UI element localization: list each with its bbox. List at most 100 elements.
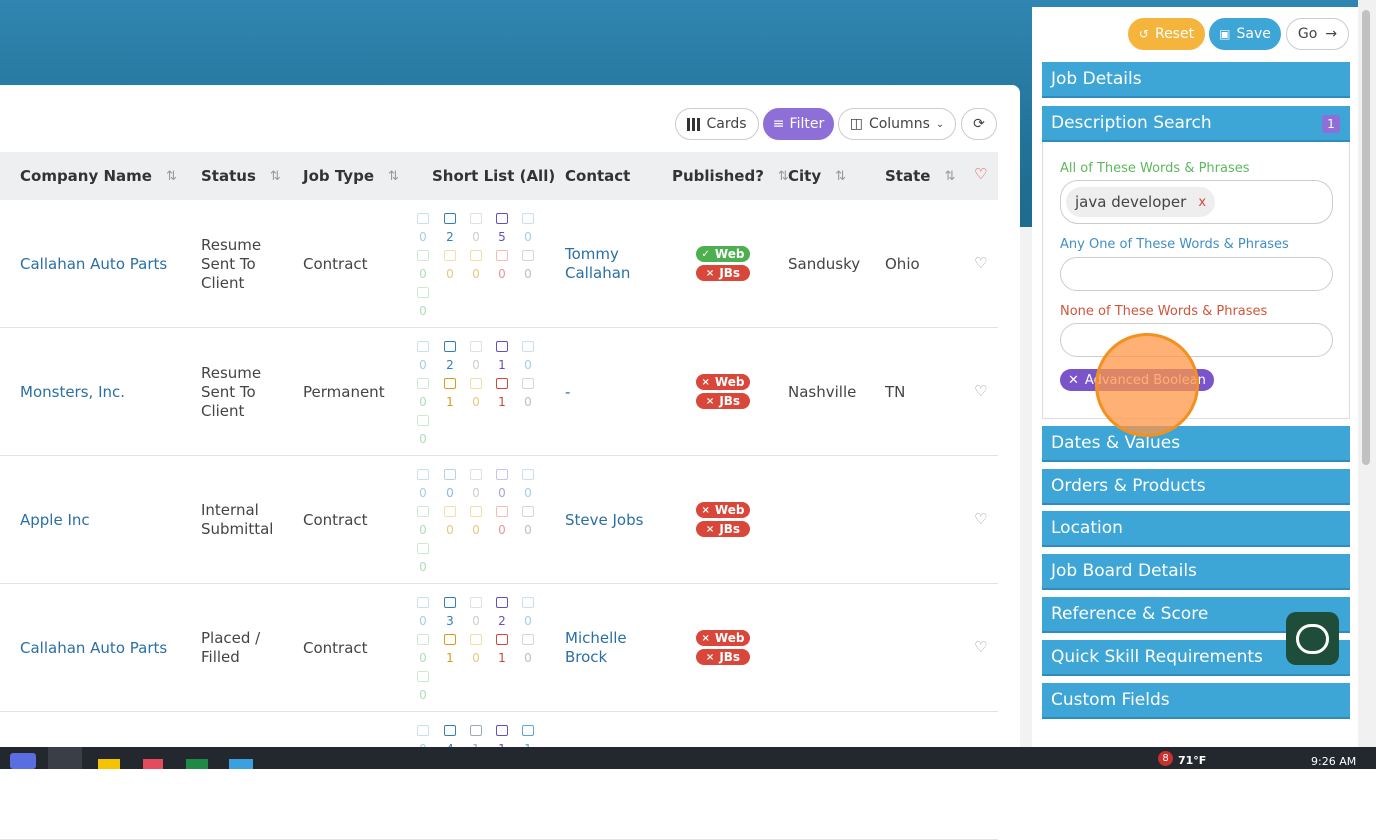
shortlist-count: 0 <box>419 486 427 500</box>
app-icon[interactable] <box>10 753 36 769</box>
none-label: None of These Words & Phrases <box>1060 304 1268 319</box>
filter-button[interactable]: ≡ Filter <box>763 108 834 140</box>
publish-pill[interactable]: × JBs <box>696 521 750 537</box>
notification-badge[interactable]: 8 <box>1158 751 1173 766</box>
pill-text: Web <box>714 247 745 261</box>
column-header[interactable]: State ⇅ <box>885 152 955 200</box>
shortlist-count: 0 <box>419 267 427 281</box>
column-header[interactable]: Status ⇅ <box>201 152 281 200</box>
shortlist-count: 0 <box>446 267 454 281</box>
refresh-button[interactable]: ⟳ <box>961 108 997 140</box>
app-icon[interactable] <box>143 759 163 769</box>
pill-icon: × <box>705 651 715 663</box>
pill-text: JBs <box>719 522 741 536</box>
app-icon[interactable] <box>186 759 208 769</box>
shortlist-icon <box>470 250 482 261</box>
section-header[interactable]: Job Board Details <box>1042 554 1350 590</box>
app-icon[interactable] <box>98 759 120 769</box>
shortlist-count: 5 <box>498 230 506 244</box>
sort-icon: ⇅ <box>835 168 847 184</box>
panel-button[interactable]: ▣ Save <box>1209 18 1281 50</box>
publish-pill[interactable]: ✓ Web <box>696 246 750 262</box>
favorite[interactable]: ♡ <box>974 382 988 400</box>
shortlist-count: 0 <box>472 614 480 628</box>
column-header[interactable]: Short List (All) <box>432 152 555 200</box>
shortlist-count: 0 <box>524 358 532 372</box>
pill-text: JBs <box>719 394 741 408</box>
button-text: Save <box>1236 26 1271 42</box>
pill-icon: × <box>705 395 715 407</box>
company[interactable]: Callahan Auto Parts <box>20 638 168 657</box>
column-header[interactable]: Contact <box>565 152 630 200</box>
favorite[interactable]: ♡ <box>974 510 988 528</box>
shortlist-icon <box>444 250 456 261</box>
section-header[interactable]: Job Details <box>1042 62 1350 98</box>
section-header[interactable]: Orders & Products <box>1042 469 1350 505</box>
app-icon[interactable] <box>48 747 82 769</box>
pill-text: JBs <box>719 650 741 664</box>
advanced-icon: ✕ <box>1068 372 1079 388</box>
contact[interactable]: - <box>565 382 571 401</box>
city: Sandusky <box>788 254 861 273</box>
publish-pill[interactable]: × Web <box>696 502 750 518</box>
shortlist-icon <box>417 543 429 554</box>
table-row <box>0 328 998 456</box>
none-input[interactable] <box>1060 323 1333 357</box>
shortlist-icon <box>496 597 508 608</box>
assistant-bot[interactable] <box>1286 612 1339 665</box>
shortlist-count: 0 <box>524 486 532 500</box>
shortlist-icon <box>444 469 456 480</box>
shortlist-count: 2 <box>446 358 454 372</box>
publish-pill[interactable]: × JBs <box>696 649 750 665</box>
section-header[interactable]: Dates & Values <box>1042 426 1350 462</box>
column-header[interactable]: Job Type ⇅ <box>303 152 399 200</box>
publish-pill[interactable]: × Web <box>696 374 750 390</box>
section-title: Reference & Score <box>1051 604 1209 624</box>
favorite[interactable]: ♡ <box>974 254 988 272</box>
shortlist-icon <box>417 634 429 645</box>
job-type: Contract <box>303 510 368 529</box>
section-header[interactable]: Custom Fields <box>1042 683 1350 719</box>
app-icon[interactable] <box>229 759 253 769</box>
shortlist-count: 0 <box>524 267 532 281</box>
any-input[interactable] <box>1060 257 1333 291</box>
contact[interactable]: Michelle Brock <box>565 629 627 666</box>
shortlist-icon <box>444 725 456 736</box>
columns-button[interactable]: ◫ Columns ⌄ <box>838 108 956 140</box>
shortlist-count: 2 <box>446 230 454 244</box>
section-title: Custom Fields <box>1051 690 1170 710</box>
publish-pill[interactable]: × JBs <box>696 393 750 409</box>
shortlist-icon <box>444 213 456 224</box>
publish-pill[interactable]: × JBs <box>696 265 750 281</box>
shortlist-count: 0 <box>446 523 454 537</box>
pill-text: Web <box>714 375 745 389</box>
shortlist-icon <box>470 725 482 736</box>
company[interactable]: Callahan Auto Parts <box>20 254 168 273</box>
header-text: State <box>885 167 931 185</box>
company[interactable]: Monsters, Inc. <box>20 382 126 401</box>
panel-button[interactable]: ↺ Reset <box>1128 18 1205 50</box>
shortlist-count: 0 <box>498 267 506 281</box>
cards-button[interactable]: Cards <box>675 108 759 140</box>
company[interactable]: Apple Inc <box>20 510 90 529</box>
column-header[interactable]: City ⇅ <box>788 152 846 200</box>
shortlist-icon <box>444 341 456 352</box>
shortlist-icon <box>522 725 534 736</box>
table-header <box>0 152 998 200</box>
favorite[interactable]: ♡ <box>974 638 988 656</box>
column-header[interactable]: Published? ⇅ <box>672 152 789 200</box>
keyword-chip[interactable]: java developer x <box>1066 187 1216 217</box>
section-header[interactable]: Description Search 1 <box>1042 106 1350 142</box>
contact[interactable]: Steve Jobs <box>565 510 644 529</box>
shortlist-count: 0 <box>498 486 506 500</box>
section-header[interactable]: Location <box>1042 511 1350 547</box>
header-text: Short List (All) <box>432 167 556 185</box>
column-header[interactable]: Company Name ⇅ <box>20 152 177 200</box>
publish-pill[interactable]: × Web <box>696 630 750 646</box>
caret: ⌄ <box>935 118 945 130</box>
panel-button[interactable]: Go → <box>1286 18 1349 50</box>
shortlist-icon <box>417 597 429 608</box>
contact[interactable]: Tommy Callahan <box>565 245 631 282</box>
shortlist-icon <box>417 469 429 480</box>
shortlist-icon <box>522 469 534 480</box>
